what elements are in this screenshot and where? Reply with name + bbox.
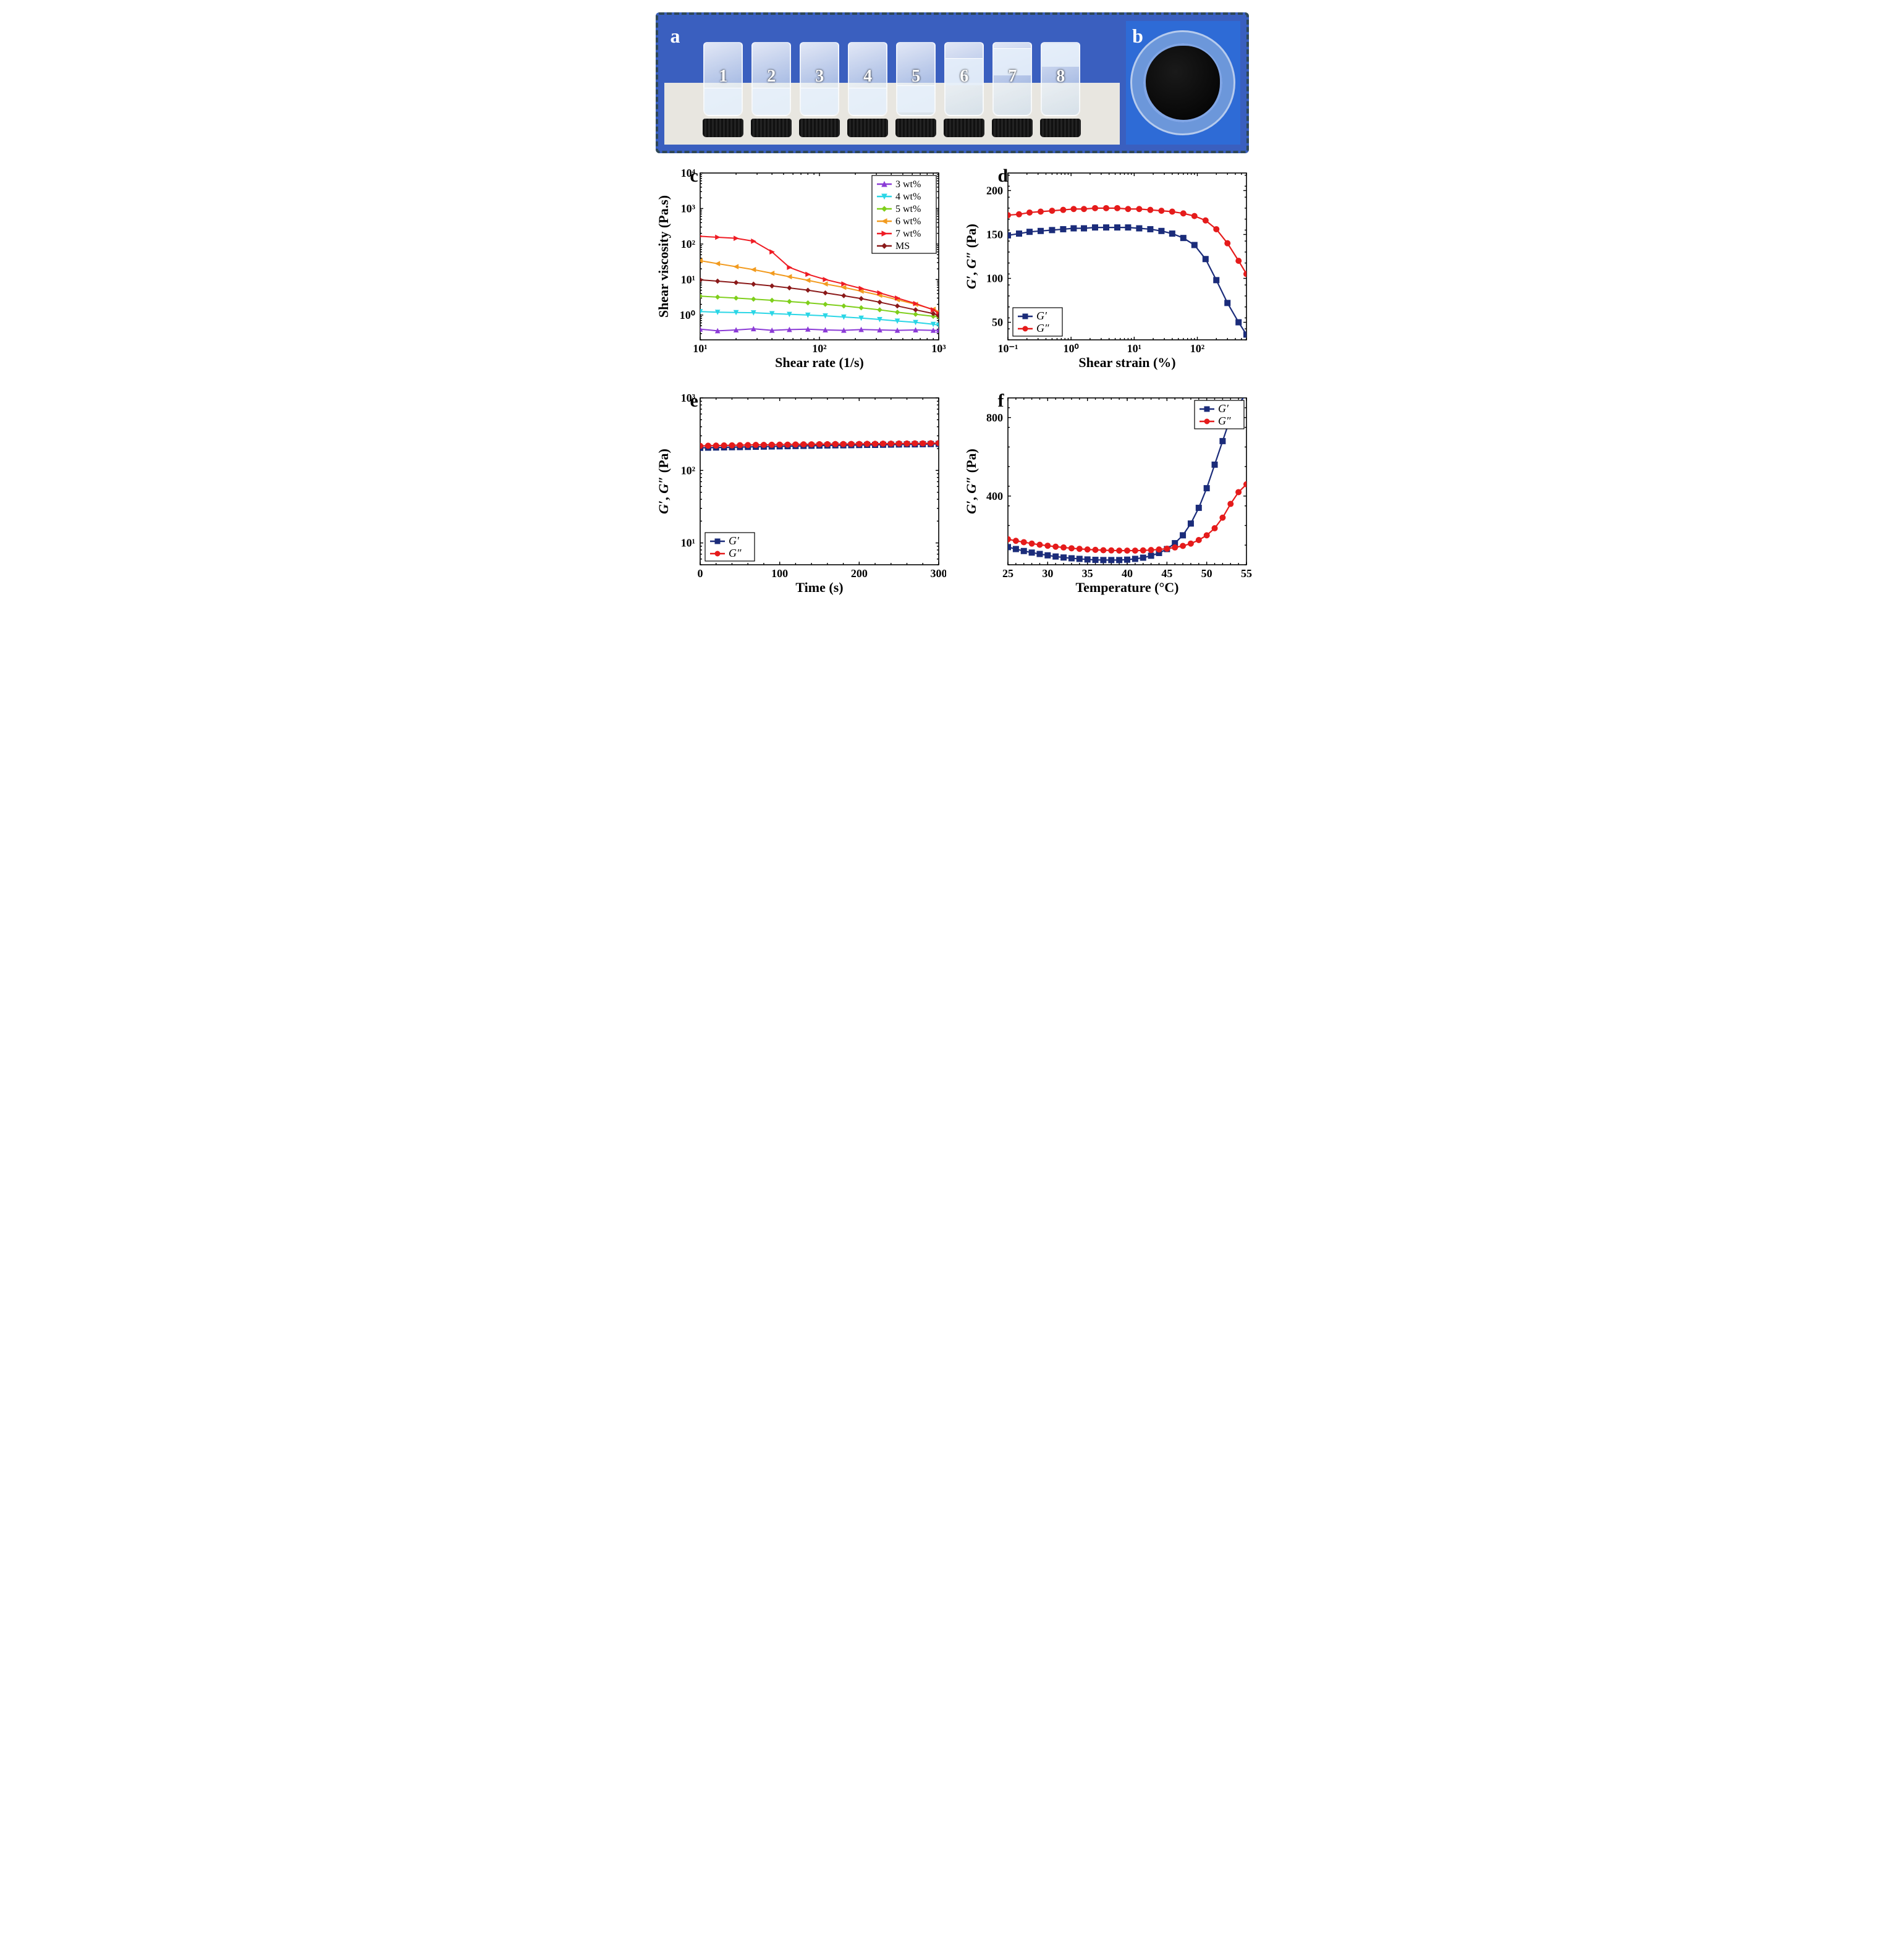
- vial-6: 6: [942, 42, 986, 141]
- chart-grid: c 10¹10²10³10⁰10¹10²10³10⁴Shear rate (1/…: [656, 164, 1249, 599]
- svg-text:10⁰: 10⁰: [679, 309, 695, 321]
- svg-text:10¹: 10¹: [1127, 342, 1141, 355]
- svg-text:100: 100: [986, 272, 1003, 285]
- svg-text:100: 100: [771, 567, 788, 580]
- vial-5: 5: [894, 42, 938, 141]
- panel-b-photo: b: [1126, 21, 1240, 145]
- chart-f-cell: f 25 30 35 40 45 50 55 400 800 Temperature (°C) G′…: [963, 389, 1254, 599]
- svg-text:G′, G″ (Pa): G′, G″ (Pa): [656, 449, 671, 514]
- vial-7: 7: [990, 42, 1035, 141]
- svg-text:10³: 10³: [680, 202, 695, 214]
- ink-blob: [1146, 46, 1220, 120]
- svg-text:25: 25: [1002, 567, 1013, 580]
- svg-text:200: 200: [850, 567, 867, 580]
- svg-text:50: 50: [992, 316, 1003, 329]
- svg-text:G″: G″: [1218, 415, 1231, 427]
- svg-text:5 wt%: 5 wt%: [895, 204, 921, 214]
- svg-text:10⁻¹: 10⁻¹: [997, 342, 1018, 355]
- svg-text:10³: 10³: [931, 342, 946, 355]
- svg-text:45: 45: [1161, 567, 1172, 580]
- panel-a-label: a: [671, 25, 680, 48]
- panel-a-photo: a 12345678: [664, 21, 1120, 145]
- chart-c: 10¹10²10³10⁰10¹10²10³10⁴Shear rate (1/s)…: [656, 164, 946, 374]
- svg-text:Shear viscosity (Pa.s): Shear viscosity (Pa.s): [656, 195, 671, 318]
- chart-e: 010020030010¹10²10³Time (s)G′, G″ (Pa)G′…: [656, 389, 946, 599]
- svg-text:3 wt%: 3 wt%: [895, 179, 921, 190]
- svg-text:Temperature (°C): Temperature (°C): [1075, 580, 1178, 595]
- svg-text:G′: G′: [1218, 402, 1229, 415]
- vial-8: 8: [1038, 42, 1083, 141]
- svg-text:G″: G″: [1036, 322, 1049, 334]
- svg-text:40: 40: [1122, 567, 1133, 580]
- svg-text:50: 50: [1201, 567, 1212, 580]
- figure-root: a 12345678 b c 10¹10²10³10⁰10¹10²10³10⁴S…: [656, 12, 1249, 599]
- svg-text:10⁰: 10⁰: [1063, 342, 1078, 355]
- svg-text:G′, G″ (Pa): G′, G″ (Pa): [963, 224, 979, 289]
- svg-text:6 wt%: 6 wt%: [895, 216, 921, 227]
- chart-f: 25 30 35 40 45 50 55 400 800 Temperature (°C) G′, …: [963, 389, 1254, 599]
- panel-b-label: b: [1132, 25, 1143, 48]
- petri-dish: [1130, 30, 1235, 135]
- svg-text:10¹: 10¹: [693, 342, 707, 355]
- chart-d-cell: d 10⁻¹10⁰10¹10²50100150200Shear strain (…: [963, 164, 1254, 374]
- photo-strip: a 12345678 b: [656, 12, 1249, 153]
- vial-4: 4: [845, 42, 890, 141]
- svg-text:55: 55: [1241, 567, 1252, 580]
- svg-text:30: 30: [1042, 567, 1053, 580]
- panel-d-label: d: [998, 166, 1009, 187]
- vial-2: 2: [749, 42, 793, 141]
- svg-text:300: 300: [930, 567, 946, 580]
- svg-text:400: 400: [986, 490, 1003, 502]
- chart-c-cell: c 10¹10²10³10⁰10¹10²10³10⁴Shear rate (1/…: [656, 164, 946, 374]
- svg-text:10¹: 10¹: [680, 273, 695, 285]
- vial-1: 1: [701, 42, 745, 141]
- panel-f-label: f: [998, 391, 1004, 412]
- svg-text:10²: 10²: [680, 464, 695, 476]
- chart-e-cell: e 010020030010¹10²10³Time (s)G′, G″ (Pa)…: [656, 389, 946, 599]
- panel-e-label: e: [690, 391, 698, 412]
- vial-3: 3: [797, 42, 842, 141]
- svg-text:35: 35: [1081, 567, 1093, 580]
- svg-text:10²: 10²: [1190, 342, 1204, 355]
- svg-text:7 wt%: 7 wt%: [895, 229, 921, 239]
- svg-text:10¹: 10¹: [680, 537, 695, 549]
- svg-text:0: 0: [697, 567, 703, 580]
- svg-text:G″: G″: [729, 547, 742, 559]
- svg-text:G′: G′: [729, 534, 740, 547]
- svg-text:800: 800: [986, 412, 1003, 424]
- chart-d: 10⁻¹10⁰10¹10²50100150200Shear strain (%)…: [963, 164, 1254, 374]
- svg-text:4 wt%: 4 wt%: [895, 192, 921, 202]
- svg-text:150: 150: [986, 228, 1003, 240]
- svg-text:10²: 10²: [680, 238, 695, 250]
- svg-text:10²: 10²: [812, 342, 826, 355]
- svg-text:Shear rate (1/s): Shear rate (1/s): [775, 355, 864, 370]
- svg-text:Shear strain (%): Shear strain (%): [1078, 355, 1175, 370]
- panel-c-label: c: [690, 166, 698, 187]
- svg-text:G′, G″ (Pa): G′, G″ (Pa): [963, 449, 979, 514]
- svg-text:Time (s): Time (s): [795, 580, 843, 595]
- svg-text:MS: MS: [895, 241, 910, 251]
- svg-text:G′: G′: [1036, 310, 1047, 322]
